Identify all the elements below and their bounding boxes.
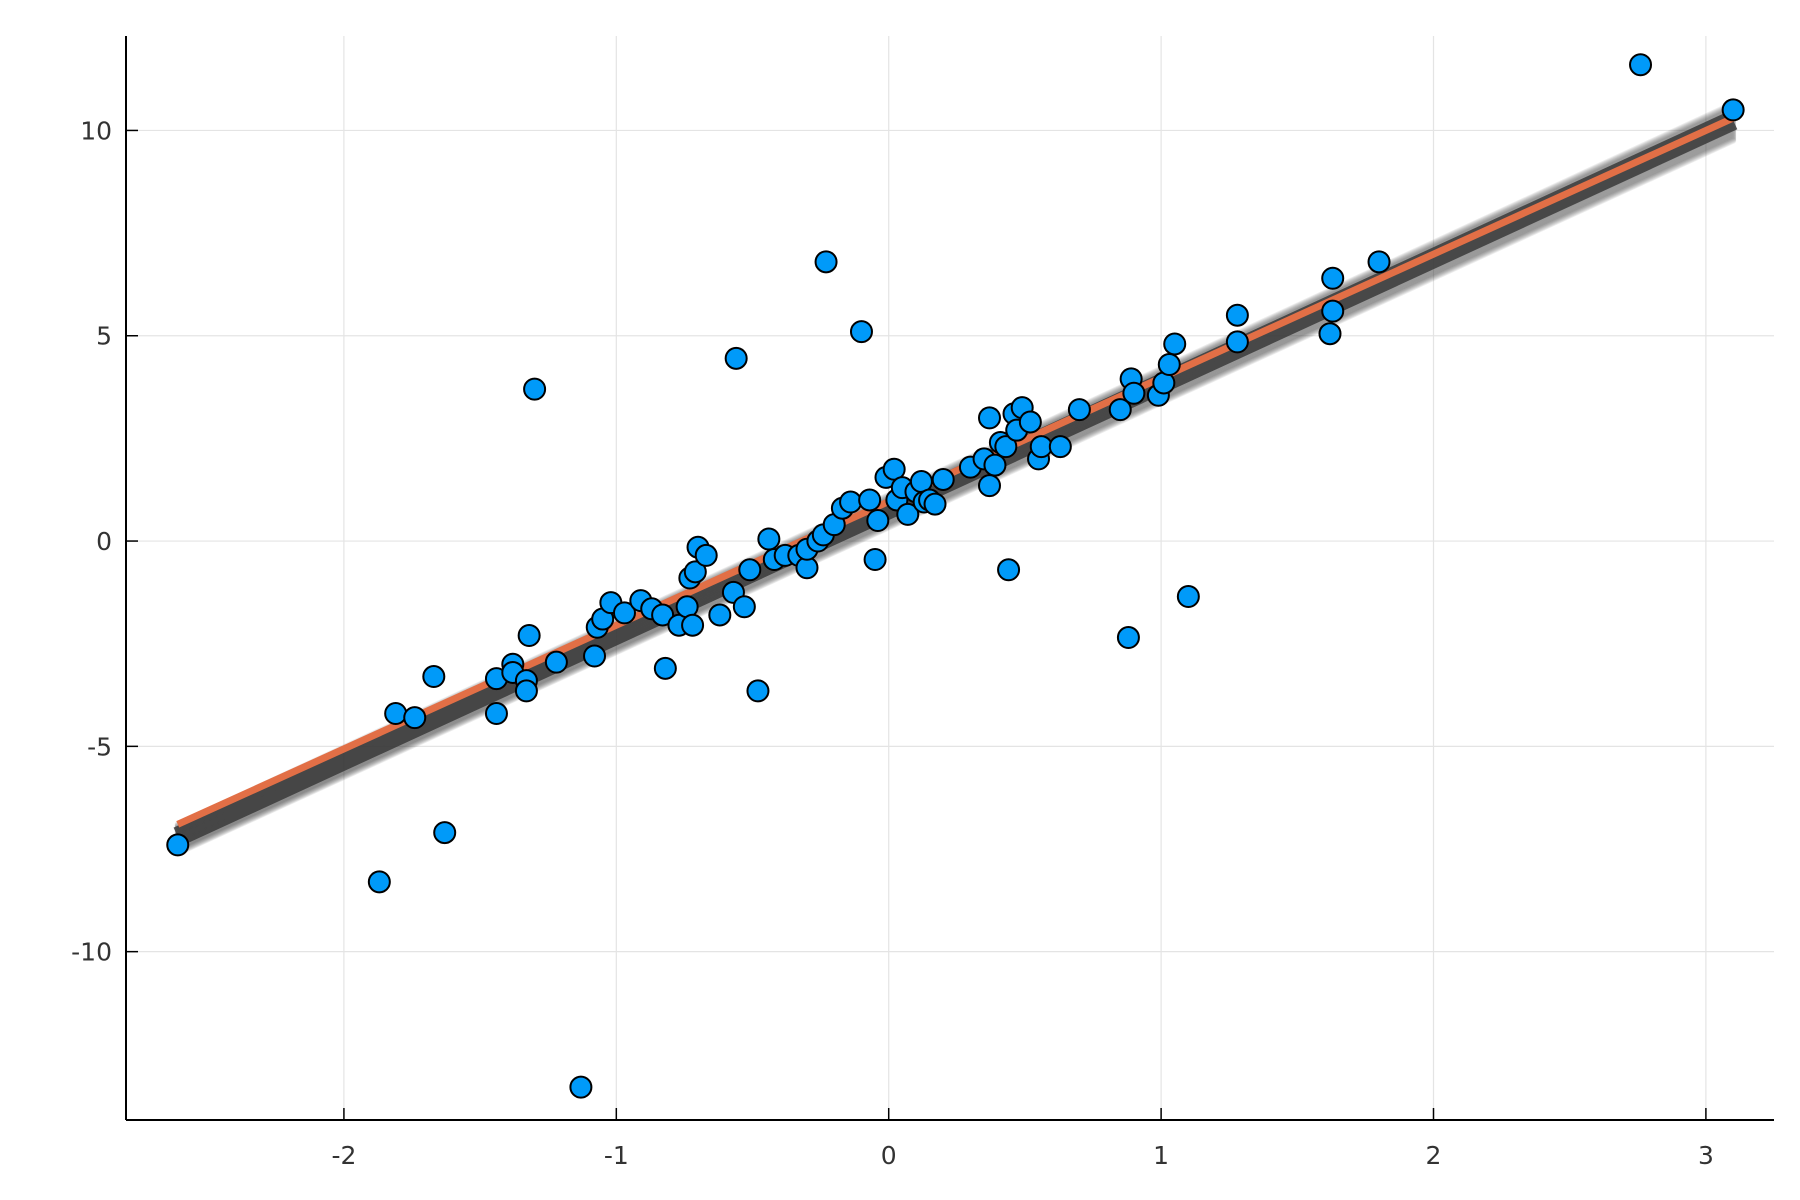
data-point [1721,98,1745,122]
y-axis-ticks: -10 -5 0 5 10 [71,116,138,967]
data-point [523,377,547,401]
data-point [166,833,190,857]
y-tick-label: -10 [71,938,112,967]
data-point [839,490,863,514]
data-point [896,502,920,526]
x-axis-ticks: -2 -1 0 1 2 3 [331,1108,1714,1170]
data-point [1321,266,1345,290]
data-point [681,613,705,637]
data-point [517,623,541,647]
data-point [708,603,732,627]
y-tick-label: 10 [80,116,112,145]
y-tick-label: 0 [96,527,112,556]
data-point [1176,584,1200,608]
data-point [384,702,408,725]
fit-line [176,114,1735,828]
data-point [433,821,457,845]
posterior-draw-line [174,132,1737,853]
data-points [166,53,1745,1099]
fit-line-group [176,114,1735,828]
data-point [858,488,882,512]
data-point [422,665,446,689]
x-tick-label: -2 [331,1141,356,1170]
data-point [814,250,838,274]
data-point [1163,332,1187,356]
data-point [1029,435,1053,459]
x-tick-label: 0 [881,1141,897,1170]
data-point [694,543,718,567]
data-point [1067,398,1091,422]
posterior-draw-line [174,135,1737,855]
posterior-draw-line [174,131,1737,851]
data-point [994,435,1018,459]
data-point [738,558,762,582]
y-tick-label: 5 [96,322,112,351]
data-point [651,603,675,627]
data-point [1108,398,1132,422]
data-point [931,467,955,491]
posterior-draw-line [174,137,1737,857]
x-tick-label: 2 [1426,1141,1442,1170]
posterior-band [173,100,1738,857]
data-point [977,474,1001,498]
data-point [997,558,1021,582]
data-point [1048,435,1072,459]
data-point [683,560,707,584]
data-point [732,595,756,619]
posterior-draw-line [174,136,1737,856]
y-tick-label: -5 [87,732,112,761]
posterior-draw-line [174,133,1737,854]
data-point [724,346,748,370]
data-point [977,406,1001,430]
data-point [1018,410,1042,434]
x-tick-label: 3 [1698,1141,1714,1170]
posterior-draw-line [174,134,1737,854]
data-point [583,644,607,668]
data-point [849,320,873,344]
data-point [863,548,887,572]
data-point [1367,250,1391,274]
data-point [653,656,677,680]
data-point [1318,322,1342,346]
data-point [757,527,781,551]
data-point [1122,381,1146,405]
data-point [514,679,538,703]
data-point [1157,352,1181,376]
axes [125,36,1774,1121]
data-point [544,650,568,674]
data-point [923,492,947,516]
data-point [1225,330,1249,354]
data-point [746,679,770,703]
data-point [612,601,636,625]
x-tick-label: -1 [604,1141,629,1170]
posterior-draw-line [174,132,1737,852]
data-point [983,453,1007,477]
data-point [1629,53,1653,77]
data-point [484,702,508,725]
data-point [403,706,427,730]
grid-lines [126,36,1774,1120]
data-point [569,1075,593,1099]
data-point [1116,626,1140,650]
data-point [1321,299,1345,323]
x-tick-label: 1 [1153,1141,1169,1170]
data-point [367,870,391,894]
data-point [1225,303,1249,327]
data-point [866,509,890,533]
